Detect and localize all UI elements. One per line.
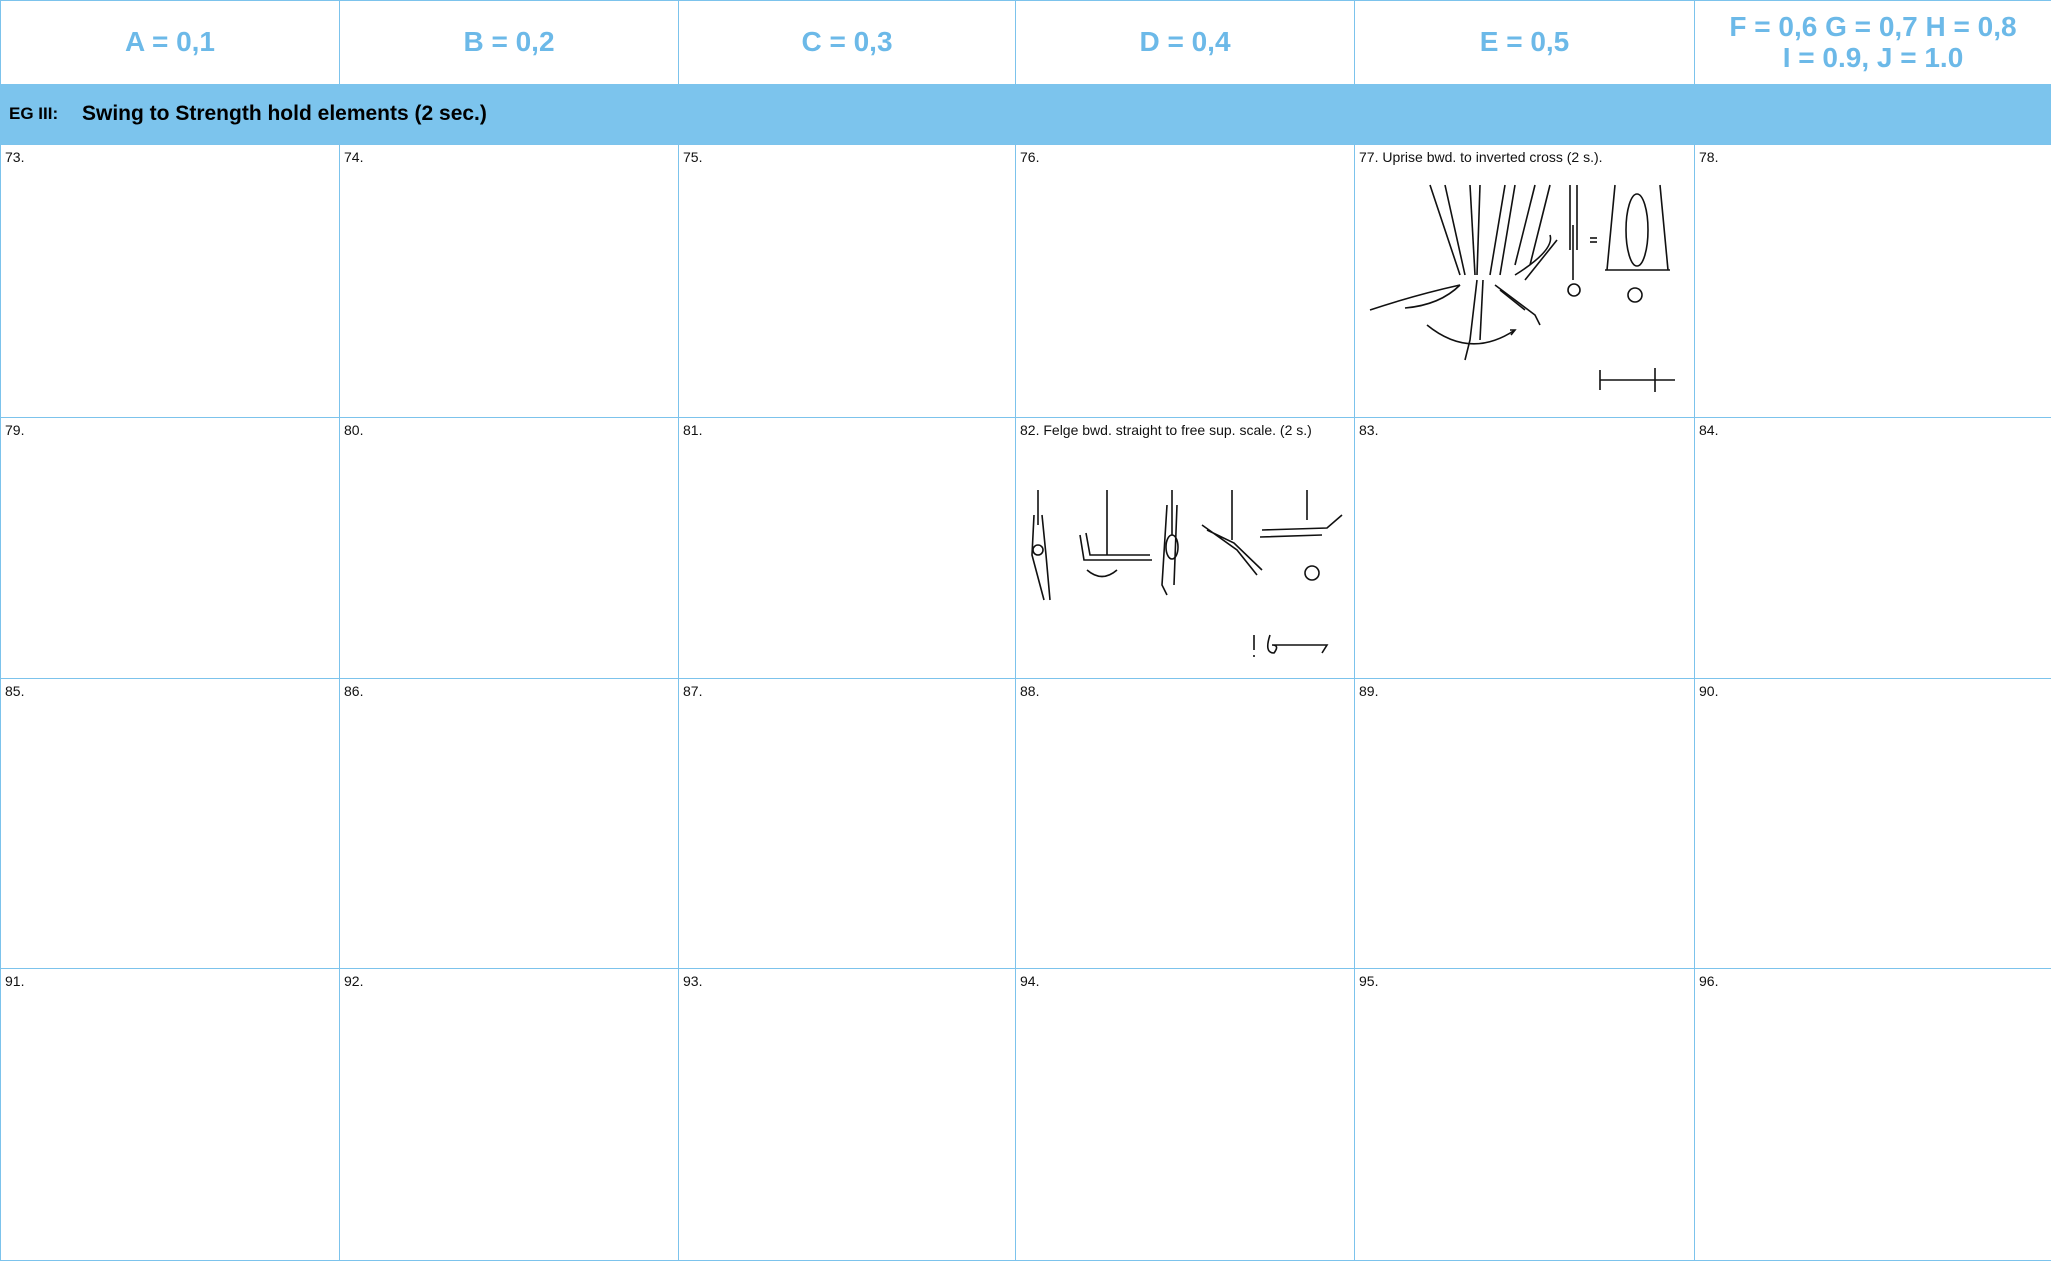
element-label: 95. [1359, 973, 1379, 989]
header-line: B = 0,2 [463, 26, 555, 58]
element-label: 80. [344, 422, 364, 438]
section-title: Swing to Strength hold elements (2 sec.) [82, 102, 487, 125]
element-label: 94. [1020, 973, 1040, 989]
element-label: 77. Uprise bwd. to inverted cross (2 s.)… [1359, 149, 1603, 165]
element-label: 83. [1359, 422, 1379, 438]
element-cell: 75. [678, 144, 1016, 418]
element-label: 75. [683, 149, 703, 165]
element-cell: 96. [1694, 968, 2051, 1261]
element-figure [1031, 490, 1343, 657]
element-label: 92. [344, 973, 364, 989]
element-cell: 83. [1354, 417, 1695, 679]
element-cell: 88. [1015, 678, 1355, 969]
element-cell: 79. [0, 417, 340, 679]
element-label: 74. [344, 149, 364, 165]
element-label: 90. [1699, 683, 1719, 699]
header-line: F = 0,6 G = 0,7 H = 0,8 [1729, 10, 2017, 42]
element-label: 87. [683, 683, 703, 699]
section-bar: EG III: Swing to Strength hold elements … [0, 84, 2051, 144]
element-label: 85. [5, 683, 25, 699]
column-header: B = 0,2 [339, 0, 679, 85]
element-cell: 81. [678, 417, 1016, 679]
header-line: A = 0,1 [124, 26, 215, 58]
element-cell: 74. [339, 144, 679, 418]
element-cell: 76. [1015, 144, 1355, 418]
element-cell: 84. [1694, 417, 2051, 679]
column-header: E = 0,5 [1354, 0, 1695, 85]
element-cell: 78. [1694, 144, 2051, 418]
element-label: 76. [1020, 149, 1040, 165]
element-cell: 86. [339, 678, 679, 969]
column-header: F = 0,6 G = 0,7 H = 0,8 I = 0.9, J = 1.0 [1694, 0, 2051, 85]
element-label: 84. [1699, 422, 1719, 438]
element-cell: 87. [678, 678, 1016, 969]
element-label: 81. [683, 422, 703, 438]
header-line: I = 0.9, J = 1.0 [1782, 41, 1964, 73]
element-label: 86. [344, 683, 364, 699]
header-line: C = 0,3 [801, 26, 893, 58]
element-label: 73. [5, 149, 25, 165]
element-label: 96. [1699, 973, 1719, 989]
section-code: EG III: [9, 104, 59, 123]
element-cell: 89. [1354, 678, 1695, 969]
column-header: A = 0,1 [0, 0, 340, 85]
element-cell: 93. [678, 968, 1016, 1261]
element-figure [1369, 184, 1675, 392]
element-cell: 91. [0, 968, 340, 1261]
element-cell: 92. [339, 968, 679, 1261]
column-header: C = 0,3 [678, 0, 1016, 85]
element-cell: 90. [1694, 678, 2051, 969]
element-cell: 94. [1015, 968, 1355, 1261]
element-cell: 73. [0, 144, 340, 418]
element-cell: 80. [339, 417, 679, 679]
element-label: 88. [1020, 683, 1040, 699]
element-label: 82. Felge bwd. straight to free sup. sca… [1020, 422, 1312, 438]
header-line: D = 0,4 [1139, 26, 1231, 58]
column-header: D = 0,4 [1015, 0, 1355, 85]
element-label: 93. [683, 973, 703, 989]
element-cell: 95. [1354, 968, 1695, 1261]
element-label: 91. [5, 973, 25, 989]
element-label: 78. [1699, 149, 1719, 165]
element-label: 79. [5, 422, 25, 438]
element-cell: 85. [0, 678, 340, 969]
header-line: E = 0,5 [1479, 26, 1570, 58]
element-label: 89. [1359, 683, 1379, 699]
